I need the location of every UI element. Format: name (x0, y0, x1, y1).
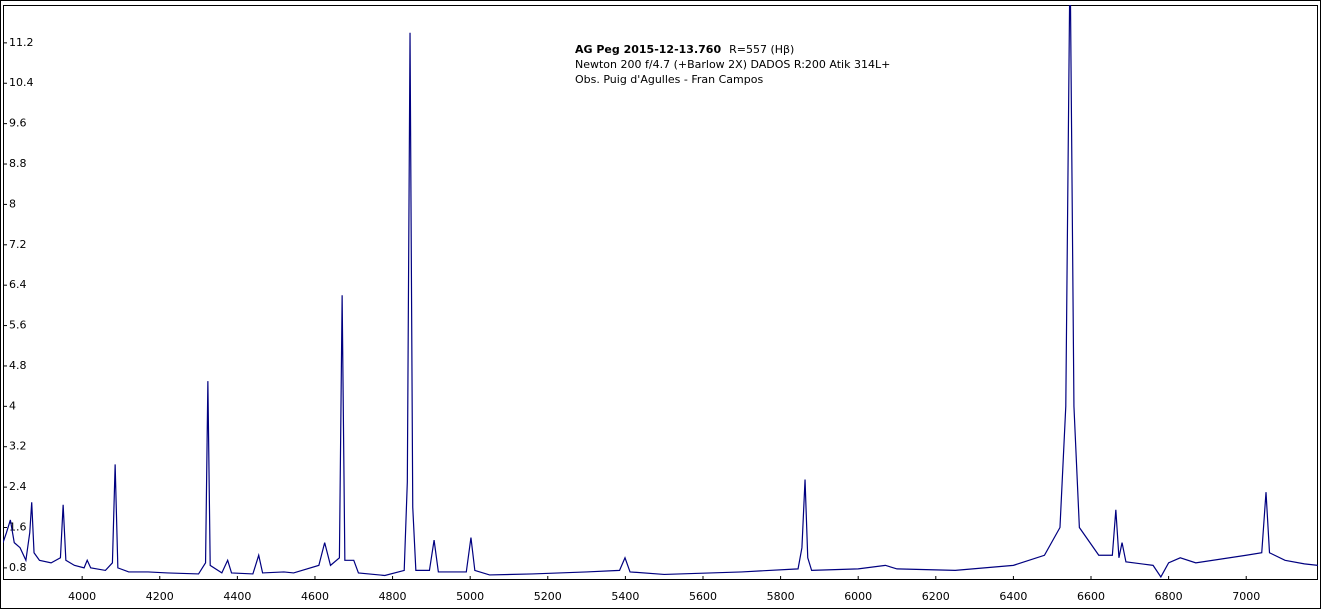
x-tick-label: 6600 (1077, 590, 1105, 603)
x-tick-label: 6000 (844, 590, 872, 603)
annotation: Obs. Puig d'Agulles - Fran Campos (575, 73, 763, 86)
y-tick-label: 10.4 (9, 76, 34, 89)
chart-title: AG Peg 2015-12-13.760 (575, 43, 721, 56)
y-tick-label: 9.6 (9, 117, 27, 130)
x-tick-label: 5000 (456, 590, 484, 603)
x-tick-label: 7000 (1232, 590, 1260, 603)
x-tick-label: 4000 (68, 590, 96, 603)
annotation: Newton 200 f/4.7 (+Barlow 2X) DADOS R:20… (575, 58, 890, 71)
x-tick-label: 6200 (922, 590, 950, 603)
y-tick-label: 3.2 (9, 440, 27, 453)
x-tick-label: 5200 (534, 590, 562, 603)
y-tick-label: 8 (9, 197, 16, 210)
y-tick-label: 4 (9, 399, 16, 412)
x-tick-label: 4400 (223, 590, 251, 603)
x-tick-label: 4200 (146, 590, 174, 603)
x-tick-label: 4800 (379, 590, 407, 603)
spectrum-line (3, 5, 1318, 579)
y-tick-label: 2.4 (9, 480, 27, 493)
y-tick-label: 4.8 (9, 359, 27, 372)
y-tick-label: 5.6 (9, 319, 27, 332)
y-tick-label: 11.2 (9, 36, 34, 49)
x-tick-label: 6800 (1155, 590, 1183, 603)
x-tick-label: 6400 (999, 590, 1027, 603)
annotation: R=557 (Hβ) (729, 43, 794, 56)
x-tick-label: 5600 (689, 590, 717, 603)
y-tick-label: 8.8 (9, 157, 27, 170)
y-tick-label: 0.8 (9, 561, 27, 574)
y-tick-label: 7.2 (9, 238, 27, 251)
x-tick-label: 5400 (611, 590, 639, 603)
x-tick-label: 4600 (301, 590, 329, 603)
y-tick-label: 6.4 (9, 278, 27, 291)
x-tick-label: 5800 (767, 590, 795, 603)
y-tick-label: 1.6 (9, 520, 27, 533)
plot-frame (3, 5, 1318, 580)
